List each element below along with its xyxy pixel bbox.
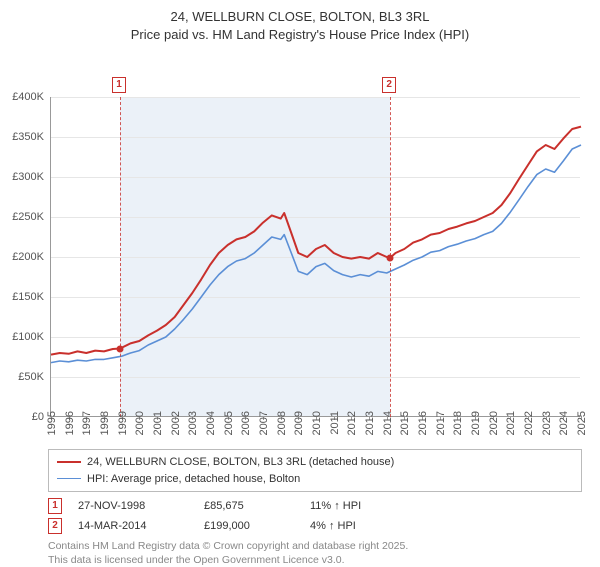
legend-box: 24, WELLBURN CLOSE, BOLTON, BL3 3RL (det… [48,449,582,492]
x-axis-label: 2000 [134,411,146,435]
x-axis-label: 2019 [470,411,482,435]
transaction-price: £85,675 [204,500,294,512]
x-axis-label: 1995 [46,411,58,435]
transaction-date: 14-MAR-2014 [78,520,188,532]
y-axis-label: £50K [0,371,48,383]
y-axis-label: £200K [0,251,48,263]
x-axis-label: 2010 [311,411,323,435]
plot-region [50,97,580,417]
sale-point [387,254,394,261]
x-axis-label: 2008 [276,411,288,435]
x-axis-label: 2013 [364,411,376,435]
series-line [51,145,581,363]
footer-attribution: Contains HM Land Registry data © Crown c… [48,540,582,567]
x-axis-label: 2003 [187,411,199,435]
transaction-badge: 1 [48,498,62,514]
x-axis-label: 2007 [258,411,270,435]
chart-area: £0 £50K £100K £150K £200K £250K £300K £350K £400… [0,47,600,447]
legend-label: HPI: Average price, detached house, Bolt… [87,473,300,485]
title-line-2: Price paid vs. HM Land Registry's House … [0,26,600,44]
transactions-table: 1 27-NOV-1998 £85,675 11% ↑ HPI 2 14-MAR-2014… [48,498,582,534]
chart-title-block: 24, WELLBURN CLOSE, BOLTON, BL3 3RL Pric… [0,0,600,47]
x-axis-label: 2005 [223,411,235,435]
transaction-price: £199,000 [204,520,294,532]
callout-marker: 1 [112,77,126,93]
y-axis-label: £400K [0,91,48,103]
x-axis-label: 2014 [382,411,394,435]
transaction-delta: 4% ↑ HPI [310,520,420,532]
series-svg [51,97,581,417]
y-axis-label: £150K [0,291,48,303]
callout-marker: 2 [382,77,396,93]
x-axis-label: 1997 [81,411,93,435]
legend-label: 24, WELLBURN CLOSE, BOLTON, BL3 3RL (det… [87,456,394,468]
y-axis-label: £0 [0,411,48,423]
transaction-delta: 11% ↑ HPI [310,500,420,512]
legend-item: HPI: Average price, detached house, Bolt… [57,471,573,488]
x-axis-label: 1996 [64,411,76,435]
x-axis-label: 2023 [541,411,553,435]
series-line [51,127,581,355]
footer-line-1: Contains HM Land Registry data © Crown c… [48,540,582,554]
sale-point [117,345,124,352]
x-axis-label: 2022 [523,411,535,435]
x-axis-label: 2011 [329,411,341,435]
legend-swatch [57,461,81,463]
x-axis-label: 2009 [293,411,305,435]
transaction-date: 27-NOV-1998 [78,500,188,512]
transaction-row: 1 27-NOV-1998 £85,675 11% ↑ HPI [48,498,582,514]
y-axis-label: £250K [0,211,48,223]
x-axis-label: 2021 [505,411,517,435]
y-axis-label: £100K [0,331,48,343]
x-axis-label: 2001 [152,411,164,435]
x-axis-label: 2002 [170,411,182,435]
x-axis-label: 2017 [435,411,447,435]
y-axis-label: £350K [0,131,48,143]
x-axis-label: 2020 [488,411,500,435]
x-axis-label: 2016 [417,411,429,435]
legend-swatch [57,478,81,479]
x-axis-label: 2015 [399,411,411,435]
x-axis-label: 2025 [576,411,588,435]
transaction-badge: 2 [48,518,62,534]
x-axis-label: 2024 [558,411,570,435]
x-axis-label: 2006 [240,411,252,435]
y-axis-label: £300K [0,171,48,183]
callout-line [120,97,121,417]
x-axis-label: 1999 [117,411,129,435]
footer-line-2: This data is licensed under the Open Gov… [48,554,582,567]
x-axis-label: 2018 [452,411,464,435]
legend-item: 24, WELLBURN CLOSE, BOLTON, BL3 3RL (det… [57,454,573,471]
x-axis-label: 2004 [205,411,217,435]
transaction-row: 2 14-MAR-2014 £199,000 4% ↑ HPI [48,518,582,534]
title-line-1: 24, WELLBURN CLOSE, BOLTON, BL3 3RL [0,8,600,26]
x-axis-label: 2012 [346,411,358,435]
x-axis-label: 1998 [99,411,111,435]
